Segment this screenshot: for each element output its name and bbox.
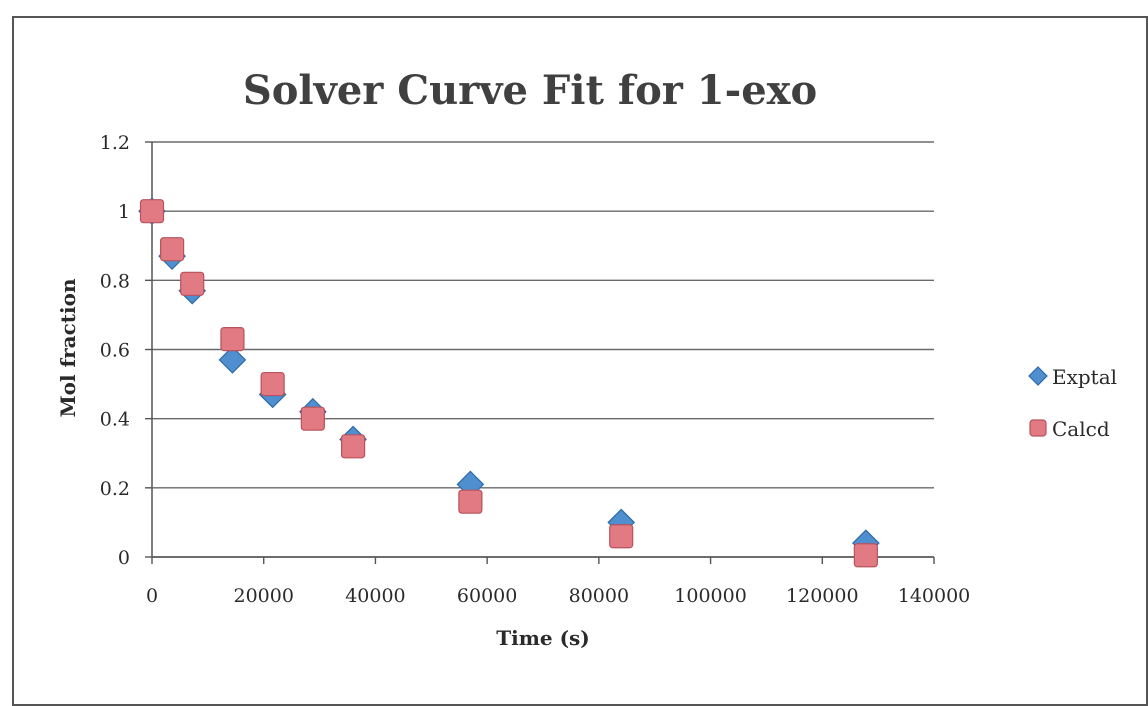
calcd-point <box>220 327 245 352</box>
calcd-point <box>160 237 185 262</box>
x-tick-label: 80000 <box>569 585 629 607</box>
x-axis-label: Time (s) <box>496 626 590 650</box>
x-tick-label: 40000 <box>345 585 405 607</box>
legend-calcd-marker <box>1029 419 1047 437</box>
data-points <box>138 197 880 568</box>
gridlines <box>152 141 934 558</box>
chart-title: Solver Curve Fit for 1-exo <box>243 67 817 114</box>
calcd-point <box>139 199 165 224</box>
legend-exptal-marker <box>1028 366 1048 386</box>
y-axis-label: Mol fraction <box>56 278 80 417</box>
calcd-point <box>260 371 285 397</box>
y-tick-label: 1 <box>118 201 130 223</box>
x-tick-label: 120000 <box>786 585 859 607</box>
exptal-point <box>218 346 247 374</box>
legend-label: Calcd <box>1052 417 1110 441</box>
legend: Exptal Calcd <box>1028 365 1117 441</box>
y-tick-label: 1.2 <box>100 132 130 154</box>
calcd-point <box>300 406 325 431</box>
y-tick-labels: 0 0.2 0.4 0.6 0.8 1 1.2 <box>100 132 130 569</box>
y-tick-label: 0.4 <box>100 409 130 431</box>
y-tick-label: 0.8 <box>100 270 130 292</box>
x-tick-label: 60000 <box>457 585 517 607</box>
y-tick-label: 0.6 <box>100 340 130 362</box>
x-tick-label: 140000 <box>898 585 971 607</box>
x-tick-label: 20000 <box>233 585 293 607</box>
calcd-point <box>609 524 634 549</box>
calcd-point <box>340 434 366 459</box>
axes <box>145 141 935 564</box>
legend-label: Exptal <box>1052 365 1117 389</box>
calcd-point <box>180 271 205 296</box>
x-tick-labels: 0 20000 40000 60000 80000 100000 120000 140000 <box>146 585 970 607</box>
y-tick-label: 0 <box>118 547 130 569</box>
chart-frame <box>12 16 1148 706</box>
calcd-point <box>458 489 483 514</box>
y-tick-label: 0.2 <box>100 478 130 500</box>
x-tick-label: 0 <box>146 585 158 607</box>
calcd-point <box>853 543 878 568</box>
chart: Solver Curve Fit for 1-exo 0 20000 40000 60… <box>56 67 1117 650</box>
x-tick-label: 100000 <box>674 585 747 607</box>
